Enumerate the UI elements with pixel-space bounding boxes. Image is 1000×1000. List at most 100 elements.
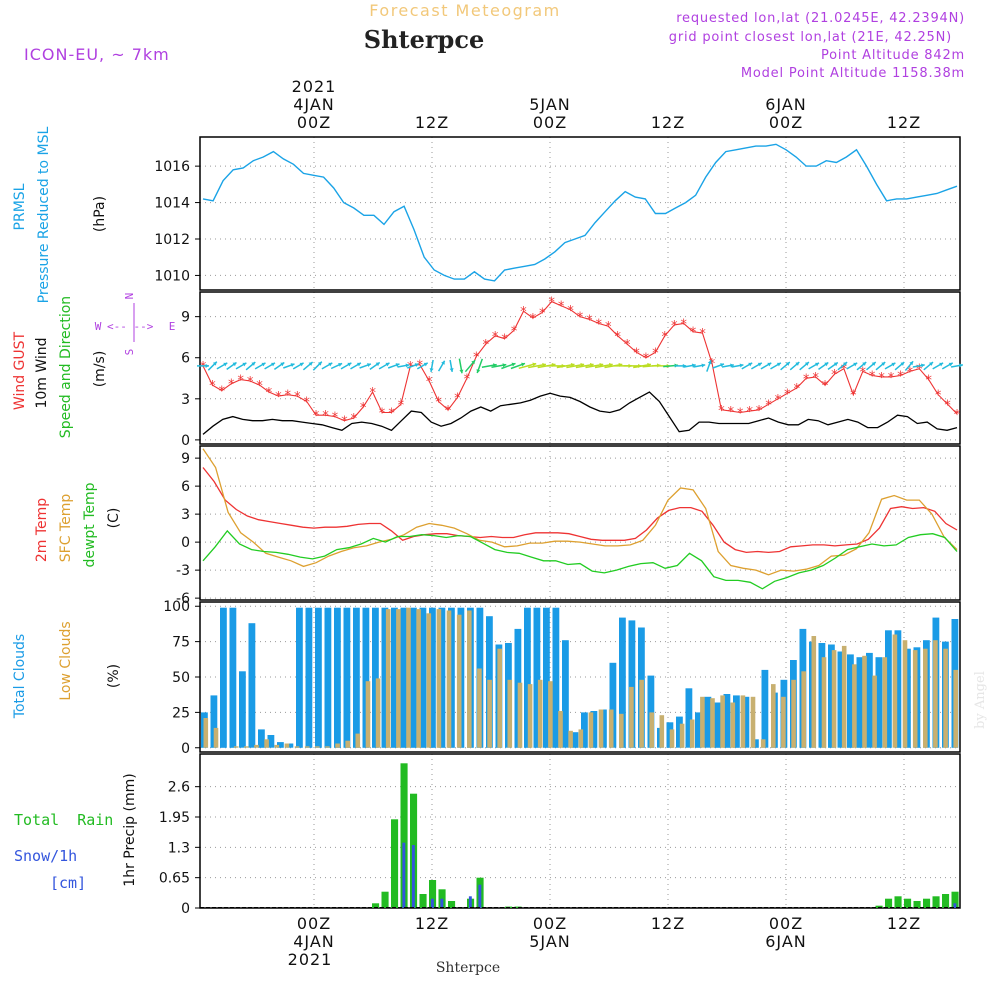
gust-point: * — [774, 393, 782, 408]
gust-point: * — [586, 313, 594, 328]
gust-point: * — [661, 330, 669, 345]
total-cloud-bar — [267, 735, 275, 748]
y-tick-label: 3 — [181, 507, 190, 523]
wind-arrow-head — [338, 363, 343, 367]
total-cloud-bar — [210, 695, 218, 748]
gust-point: * — [680, 317, 688, 332]
bottom-hour-label: 00Z — [533, 914, 567, 933]
low-cloud-bar — [416, 609, 421, 748]
gust-point: * — [868, 370, 876, 385]
wind-arrow-head — [701, 363, 706, 368]
total-cloud-bar — [239, 671, 246, 748]
top-hour-label: 12Z — [415, 113, 449, 132]
gust-point: * — [369, 386, 377, 401]
total-cloud-bar — [543, 607, 550, 748]
temp2m-line — [202, 467, 958, 554]
wind-arrow-head — [299, 362, 304, 367]
low-cloud-bar — [902, 640, 908, 748]
prmsl-line — [202, 143, 958, 282]
gust-point: * — [322, 409, 330, 424]
total-cloud-bar — [733, 695, 740, 748]
bottom-hour-label: 12Z — [651, 914, 685, 933]
total-cloud-bar — [533, 607, 541, 748]
rain-bar — [400, 763, 408, 908]
low-cloud-bar — [760, 739, 766, 748]
low-cloud-bar — [365, 681, 371, 748]
gust-point: * — [802, 372, 810, 387]
location-title: Shterpce — [364, 25, 484, 54]
low-cloud-bar — [385, 609, 391, 748]
gust-point: * — [887, 371, 895, 386]
wind-arrow-head — [232, 362, 237, 367]
label-snow-unit: [cm] — [50, 874, 86, 892]
wind-arrow-head — [871, 362, 876, 366]
y-tick-label: -6 — [176, 591, 190, 607]
total-cloud-bar — [353, 607, 360, 748]
rain-bar — [391, 819, 399, 908]
low-cloud-bar — [852, 664, 857, 748]
snow-bar — [478, 884, 482, 908]
wind-arrow-head — [929, 362, 933, 366]
low-cloud-bar — [345, 740, 350, 748]
model-point-altitude: Model Point Altitude 1158.38m — [741, 66, 965, 81]
label-total-clouds: Total Clouds — [12, 634, 28, 719]
gust-point: * — [897, 370, 905, 385]
wind-arrow-head — [891, 362, 896, 367]
total-cloud-bar — [571, 732, 579, 748]
low-cloud-bar — [943, 648, 948, 748]
wind-arrow-head — [317, 361, 322, 366]
gust-point: * — [199, 360, 207, 375]
total-cloud-bar — [742, 696, 750, 748]
wind-arrow-head — [707, 360, 712, 365]
gust-point: * — [906, 365, 914, 380]
gust-point: * — [237, 374, 245, 389]
low-cloud-bar — [264, 739, 269, 748]
gust-line — [202, 300, 958, 422]
wind-arrow-head — [261, 362, 266, 367]
total-cloud-bar — [562, 640, 569, 748]
gust-point: * — [256, 379, 264, 394]
rain-bar — [438, 889, 446, 908]
top-date-label: 5JAN — [529, 95, 571, 114]
top-hour-label: 12Z — [651, 113, 685, 132]
low-cloud-bar — [740, 695, 746, 748]
total-cloud-bar — [761, 669, 769, 748]
low-cloud-bar — [872, 675, 877, 748]
gust-point: * — [416, 359, 424, 374]
wind-arrow-head — [251, 362, 256, 366]
svg-text:<-- -->: <-- --> — [107, 320, 154, 333]
wind-arrow-head — [502, 363, 507, 368]
label-speed-direction: Speed and Direction — [58, 296, 74, 438]
rain-bar — [894, 896, 902, 908]
low-cloud-bar — [304, 746, 310, 748]
low-cloud-bar — [679, 723, 685, 748]
low-cloud-bar — [598, 709, 604, 748]
total-cloud-bar — [856, 657, 864, 748]
total-cloud-bar — [894, 630, 902, 748]
gust-point: * — [840, 363, 848, 378]
gust-point: * — [472, 350, 480, 365]
low-cloud-bar — [831, 650, 837, 748]
top-hour-label: 00Z — [533, 113, 567, 132]
rain-bar — [885, 898, 893, 908]
low-cloud-bar — [436, 609, 442, 748]
total-cloud-bar — [685, 688, 693, 748]
rain-bar — [875, 905, 883, 908]
gust-point: * — [529, 312, 537, 327]
wind-arrow-head — [748, 362, 753, 367]
wind-arrow-head — [429, 368, 434, 372]
panel-frame — [199, 445, 961, 601]
gust-point: * — [350, 412, 358, 427]
total-cloud-bar — [410, 607, 417, 748]
total-cloud-bar — [581, 712, 588, 748]
low-cloud-bar — [882, 657, 888, 748]
low-cloud-bar — [649, 712, 654, 748]
total-cloud-bar — [381, 607, 389, 748]
y-tick-label: 9 — [181, 451, 190, 467]
gust-point: * — [717, 404, 725, 419]
wind-arrow-head — [511, 362, 516, 367]
gust-point: * — [859, 365, 867, 380]
total-cloud-bar — [391, 607, 398, 748]
total-cloud-bar — [400, 607, 408, 748]
